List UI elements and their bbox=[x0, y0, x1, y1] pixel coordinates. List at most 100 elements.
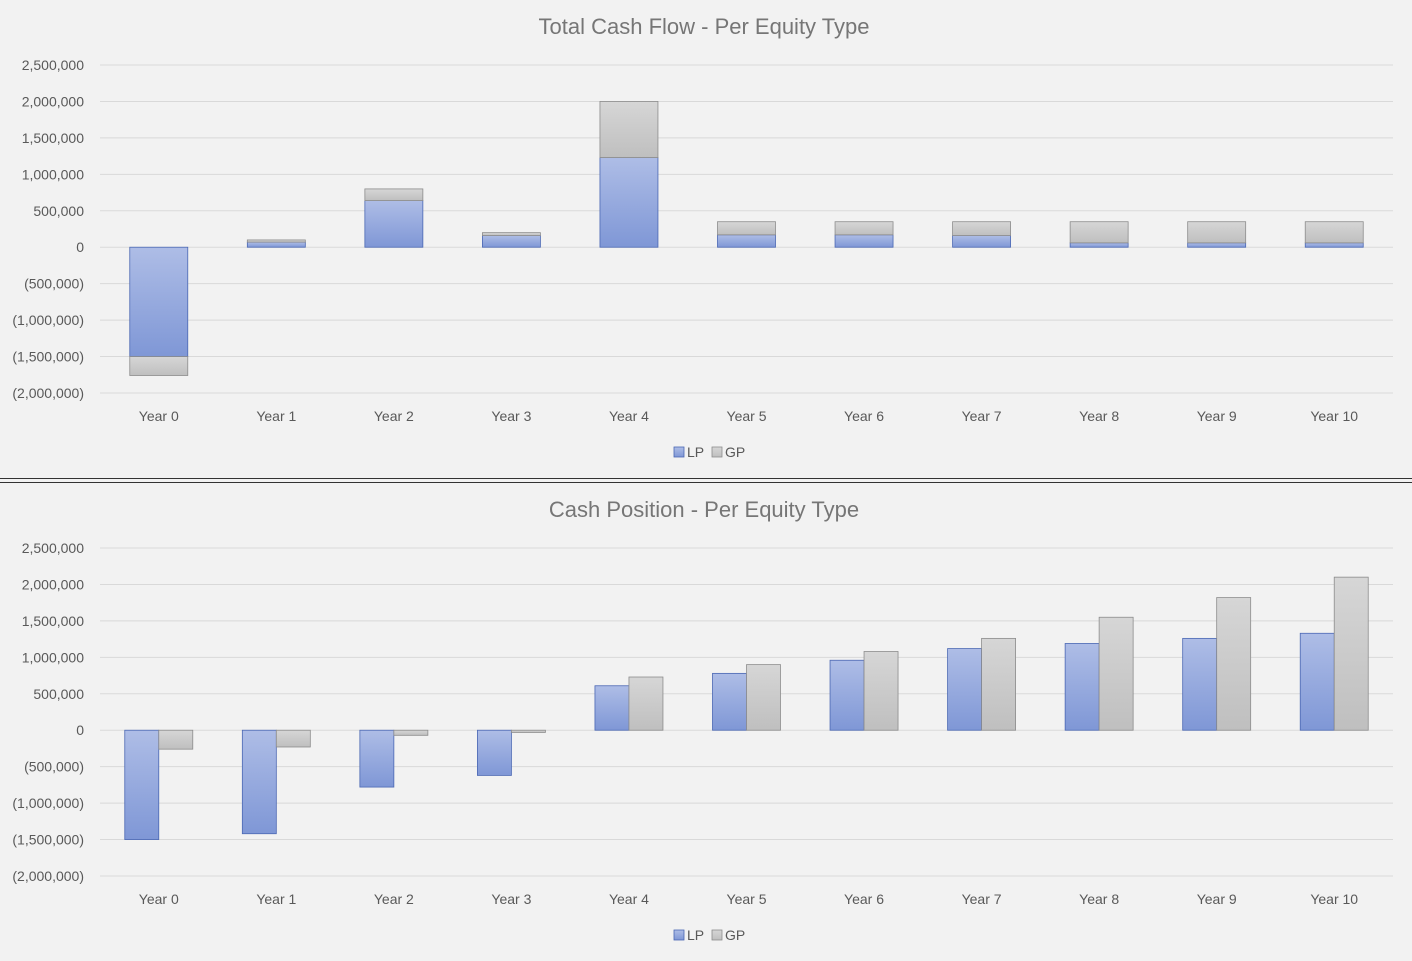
lp-bar bbox=[1182, 637, 1218, 731]
gp-bar bbox=[275, 729, 311, 748]
gp-bar bbox=[511, 729, 546, 733]
gp-bar bbox=[628, 676, 664, 731]
legend-swatch-gp bbox=[711, 929, 723, 941]
x-category-label: Year 3 bbox=[491, 408, 531, 424]
gp-bar bbox=[746, 664, 781, 731]
x-category-label: Year 9 bbox=[1197, 408, 1237, 424]
y-tick-label: 500,000 bbox=[33, 686, 84, 702]
y-tick-label: 1,000,000 bbox=[22, 166, 84, 182]
lp-bar bbox=[712, 672, 747, 731]
lp-bar bbox=[1304, 242, 1364, 248]
gp-bar bbox=[717, 221, 776, 236]
x-category-label: Year 7 bbox=[962, 891, 1002, 907]
y-tick-label: 0 bbox=[76, 239, 84, 255]
gp-bar bbox=[1187, 221, 1247, 244]
gp-bar bbox=[863, 651, 899, 731]
total-cash-flow-svg: Total Cash Flow - Per Equity Type 2,500,… bbox=[12, 14, 1393, 460]
y-tick-label: (1,500,000) bbox=[12, 349, 84, 365]
gp-bar bbox=[1216, 597, 1252, 731]
x-category-label: Year 1 bbox=[256, 408, 296, 424]
cash-position-svg: Cash Position - Per Equity Type 2,500,00… bbox=[12, 497, 1393, 943]
legend-label-lp: LP bbox=[687, 927, 704, 943]
chart-title: Cash Position - Per Equity Type bbox=[549, 497, 859, 522]
lp-bar bbox=[834, 234, 894, 248]
y-tick-label: 2,500,000 bbox=[22, 540, 84, 556]
lp-bar bbox=[364, 200, 424, 248]
gp-bar bbox=[1069, 221, 1129, 244]
legend-label-gp: GP bbox=[725, 927, 745, 943]
x-category-label: Year 2 bbox=[374, 408, 414, 424]
lp-bar bbox=[594, 685, 630, 731]
legend-swatch-gp bbox=[711, 446, 723, 458]
legend-label-gp: GP bbox=[725, 444, 745, 460]
y-tick-label: (1,500,000) bbox=[12, 832, 84, 848]
chart-title: Total Cash Flow - Per Equity Type bbox=[539, 14, 870, 39]
y-tick-label: (2,000,000) bbox=[12, 385, 84, 401]
y-tick-label: 2,000,000 bbox=[22, 576, 84, 592]
x-category-label: Year 7 bbox=[962, 408, 1002, 424]
gp-bar bbox=[1304, 221, 1364, 244]
lp-bar bbox=[477, 729, 512, 776]
y-tick-label: 500,000 bbox=[33, 203, 84, 219]
lp-bar bbox=[1064, 643, 1100, 731]
gp-bar bbox=[393, 729, 429, 736]
legend-swatch-lp bbox=[673, 446, 685, 458]
panel-divider bbox=[0, 478, 1412, 479]
gp-bar bbox=[129, 356, 189, 376]
gp-bar bbox=[246, 239, 306, 243]
lp-bar bbox=[1299, 632, 1335, 731]
lp-bar bbox=[947, 648, 982, 731]
lp-bar bbox=[1187, 242, 1247, 248]
x-category-label: Year 6 bbox=[844, 891, 884, 907]
y-tick-label: 0 bbox=[76, 722, 84, 738]
legend-swatch-lp bbox=[673, 929, 685, 941]
x-category-label: Year 4 bbox=[609, 891, 649, 907]
lp-bar bbox=[1069, 242, 1129, 248]
gp-bar bbox=[599, 101, 659, 158]
y-tick-label: (1,000,000) bbox=[12, 312, 84, 328]
x-category-label: Year 6 bbox=[844, 408, 884, 424]
x-category-label: Year 0 bbox=[139, 408, 179, 424]
lp-bar bbox=[124, 729, 160, 840]
legend: LP GP bbox=[673, 444, 745, 460]
y-tick-label: (2,000,000) bbox=[12, 868, 84, 884]
y-tick-label: 1,500,000 bbox=[22, 613, 84, 629]
legend-label-lp: LP bbox=[687, 444, 704, 460]
y-tick-label: (500,000) bbox=[24, 276, 84, 292]
y-tick-label: 2,500,000 bbox=[22, 57, 84, 73]
x-category-label: Year 2 bbox=[374, 891, 414, 907]
gp-bar bbox=[952, 221, 1011, 236]
lp-bar bbox=[829, 659, 865, 731]
y-tick-label: 2,000,000 bbox=[22, 93, 84, 109]
lp-bar bbox=[952, 235, 1011, 248]
x-category-label: Year 8 bbox=[1079, 891, 1119, 907]
x-category-label: Year 10 bbox=[1310, 408, 1358, 424]
gp-bar bbox=[158, 729, 194, 750]
x-category-label: Year 8 bbox=[1079, 408, 1119, 424]
x-category-label: Year 4 bbox=[609, 408, 649, 424]
x-category-label: Year 5 bbox=[727, 891, 767, 907]
panel-divider bbox=[0, 482, 1412, 483]
gp-bar bbox=[364, 188, 424, 201]
gp-bar bbox=[834, 221, 894, 236]
x-category-label: Year 5 bbox=[727, 408, 767, 424]
y-tick-label: (1,000,000) bbox=[12, 795, 84, 811]
x-category-label: Year 10 bbox=[1310, 891, 1358, 907]
gp-bar bbox=[482, 232, 541, 236]
lp-bar bbox=[482, 235, 541, 248]
lp-bar bbox=[599, 157, 659, 248]
y-tick-label: 1,000,000 bbox=[22, 649, 84, 665]
y-tick-label: 1,500,000 bbox=[22, 130, 84, 146]
lp-bar bbox=[246, 241, 306, 248]
gp-bar bbox=[981, 637, 1016, 731]
lp-bar bbox=[129, 246, 189, 357]
gp-bar bbox=[1098, 616, 1134, 731]
x-category-label: Year 3 bbox=[491, 891, 531, 907]
x-category-label: Year 9 bbox=[1197, 891, 1237, 907]
gp-bar bbox=[1333, 576, 1369, 731]
lp-bar bbox=[717, 234, 776, 248]
cash-position-chart: Cash Position - Per Equity Type 2,500,00… bbox=[0, 483, 1412, 961]
lp-bar bbox=[359, 729, 395, 788]
x-category-label: Year 1 bbox=[256, 891, 296, 907]
lp-bar bbox=[241, 729, 277, 835]
